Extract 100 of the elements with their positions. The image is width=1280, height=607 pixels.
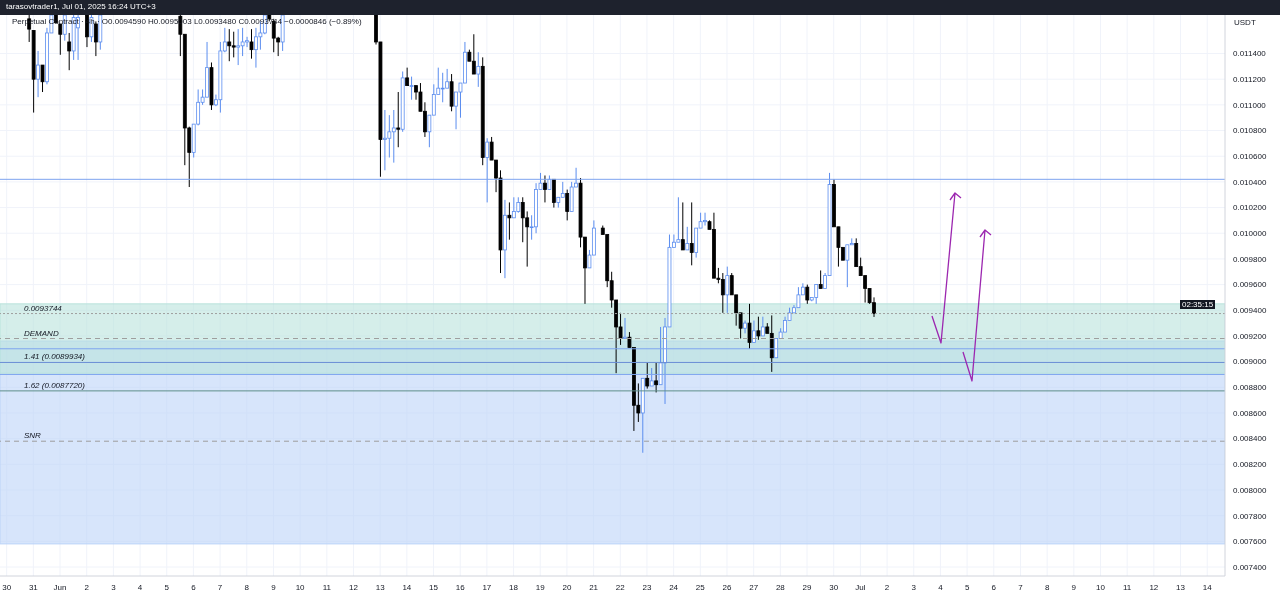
- x-tick-label: 6: [991, 582, 997, 592]
- y-tick-label: 0.009600: [1233, 280, 1267, 290]
- x-tick-label: 5: [164, 582, 170, 592]
- candlestick: [249, 28, 254, 60]
- x-tick-label: Jun: [53, 582, 67, 592]
- candlestick: [471, 33, 476, 75]
- candlestick: [805, 284, 810, 305]
- candlestick: [680, 201, 685, 251]
- candlestick: [520, 196, 525, 243]
- y-tick-label: 0.010800: [1233, 126, 1267, 136]
- x-tick-label: 12: [349, 582, 359, 592]
- candlestick: [445, 68, 450, 89]
- y-tick-label: 0.007400: [1233, 562, 1267, 572]
- x-tick-label: 16: [455, 582, 466, 592]
- chart-title: tarasovtrader1, Jul 01, 2025 16:24 UTC+3: [6, 2, 156, 11]
- ref-line-label: 0.0093744: [24, 303, 63, 313]
- y-tick-label: 0.009800: [1233, 254, 1267, 264]
- y-tick-label: 0.008600: [1233, 408, 1267, 418]
- candlestick: [391, 109, 396, 164]
- x-tick-label: 13: [1176, 582, 1186, 592]
- candlestick: [760, 316, 765, 337]
- x-tick-label: 3: [111, 582, 117, 592]
- x-tick-label: 30: [2, 582, 12, 592]
- x-tick-label: 28: [775, 582, 786, 592]
- y-tick-label: 0.008400: [1233, 434, 1267, 444]
- x-tick-label: 19: [535, 582, 546, 592]
- candlestick: [40, 64, 45, 93]
- candlestick: [551, 178, 556, 209]
- y-tick-label: 0.010000: [1233, 229, 1267, 239]
- x-tick-label: 5: [964, 582, 970, 592]
- annotation: 02:35:15: [1182, 300, 1214, 309]
- x-tick-label: 13: [375, 582, 386, 592]
- candlestick: [725, 266, 730, 314]
- x-tick-label: 11: [1123, 582, 1132, 592]
- x-tick-label: 26: [722, 582, 732, 592]
- y-tick-label: 0.008200: [1233, 460, 1267, 470]
- y-tick-label: 0.011000: [1233, 100, 1267, 110]
- x-tick-label: 29: [802, 582, 813, 592]
- y-tick-label: 0.011200: [1233, 75, 1267, 85]
- y-tick-label: 0.009000: [1233, 357, 1267, 367]
- candlestick: [756, 316, 761, 341]
- candlestick: [507, 201, 512, 241]
- candlestick: [689, 201, 694, 266]
- candlestick: [58, 23, 63, 56]
- ref-line-label: SNR: [24, 431, 42, 441]
- x-tick-label: 23: [642, 582, 652, 592]
- y-tick-label: 0.007800: [1233, 511, 1267, 521]
- ref-line-label: 1.41 (0.0089934): [24, 352, 86, 362]
- x-tick-label: 10: [1096, 582, 1106, 592]
- x-tick-label: 22: [615, 582, 626, 592]
- candlestick: [565, 189, 570, 221]
- x-tick-label: 7: [1018, 582, 1024, 592]
- candlestick: [720, 272, 725, 314]
- x-tick-label: 9: [1071, 582, 1077, 592]
- y-tick-label: 0.008800: [1233, 383, 1267, 393]
- x-tick-label: 10: [295, 582, 306, 592]
- x-tick-label: 30: [829, 582, 839, 592]
- x-tick-label: 20: [562, 582, 572, 592]
- x-tick-label: 7: [217, 582, 223, 592]
- x-tick-label: 9: [271, 582, 277, 592]
- x-tick-label: 15: [429, 582, 439, 592]
- ref-line-label: 1.62 (0.0087720): [24, 380, 86, 390]
- x-tick-label: 14: [1202, 582, 1213, 592]
- y-tick-label: 0.011400: [1233, 49, 1267, 59]
- candlestick: [227, 28, 232, 62]
- x-tick-label: 18: [509, 582, 519, 592]
- x-tick-label: 4: [137, 582, 143, 592]
- x-tick-label: 14: [402, 582, 412, 592]
- x-tick-label: 3: [911, 582, 917, 592]
- y-tick-label: 0.007600: [1233, 537, 1267, 547]
- x-tick-label: 24: [669, 582, 679, 592]
- x-tick-label: Jul: [855, 582, 866, 592]
- x-tick-label: 31: [28, 582, 39, 592]
- x-tick-label: 8: [244, 582, 250, 592]
- x-tick-label: 17: [482, 582, 492, 592]
- x-tick-label: 6: [191, 582, 197, 592]
- x-tick-label: 21: [589, 582, 599, 592]
- candlestick: [405, 67, 410, 87]
- x-tick-label: 2: [84, 582, 90, 592]
- y-tick-label: 0.010400: [1233, 177, 1267, 187]
- x-tick-label: 8: [1044, 582, 1050, 592]
- candlestick: [654, 362, 659, 393]
- candlestick: [685, 226, 690, 251]
- y-tick-label: 0.009200: [1233, 331, 1267, 341]
- y-tick-label: 0.009400: [1233, 306, 1267, 316]
- x-tick-label: 27: [749, 582, 759, 592]
- candlestick: [485, 137, 490, 203]
- y-tick-label: 0.010600: [1233, 152, 1267, 162]
- candlestick: [231, 31, 236, 58]
- candlestick: [476, 51, 481, 88]
- x-tick-label: 11: [322, 582, 332, 592]
- candlestick: [623, 317, 627, 340]
- ref-line-label: DEMAND: [24, 328, 59, 338]
- candlestick: [511, 196, 516, 219]
- candlestick: [236, 28, 241, 66]
- x-tick-label: 2: [884, 582, 890, 592]
- candlestick: [36, 50, 40, 98]
- candlestick: [383, 109, 387, 171]
- candlestick: [440, 72, 445, 103]
- candlestick: [747, 303, 752, 350]
